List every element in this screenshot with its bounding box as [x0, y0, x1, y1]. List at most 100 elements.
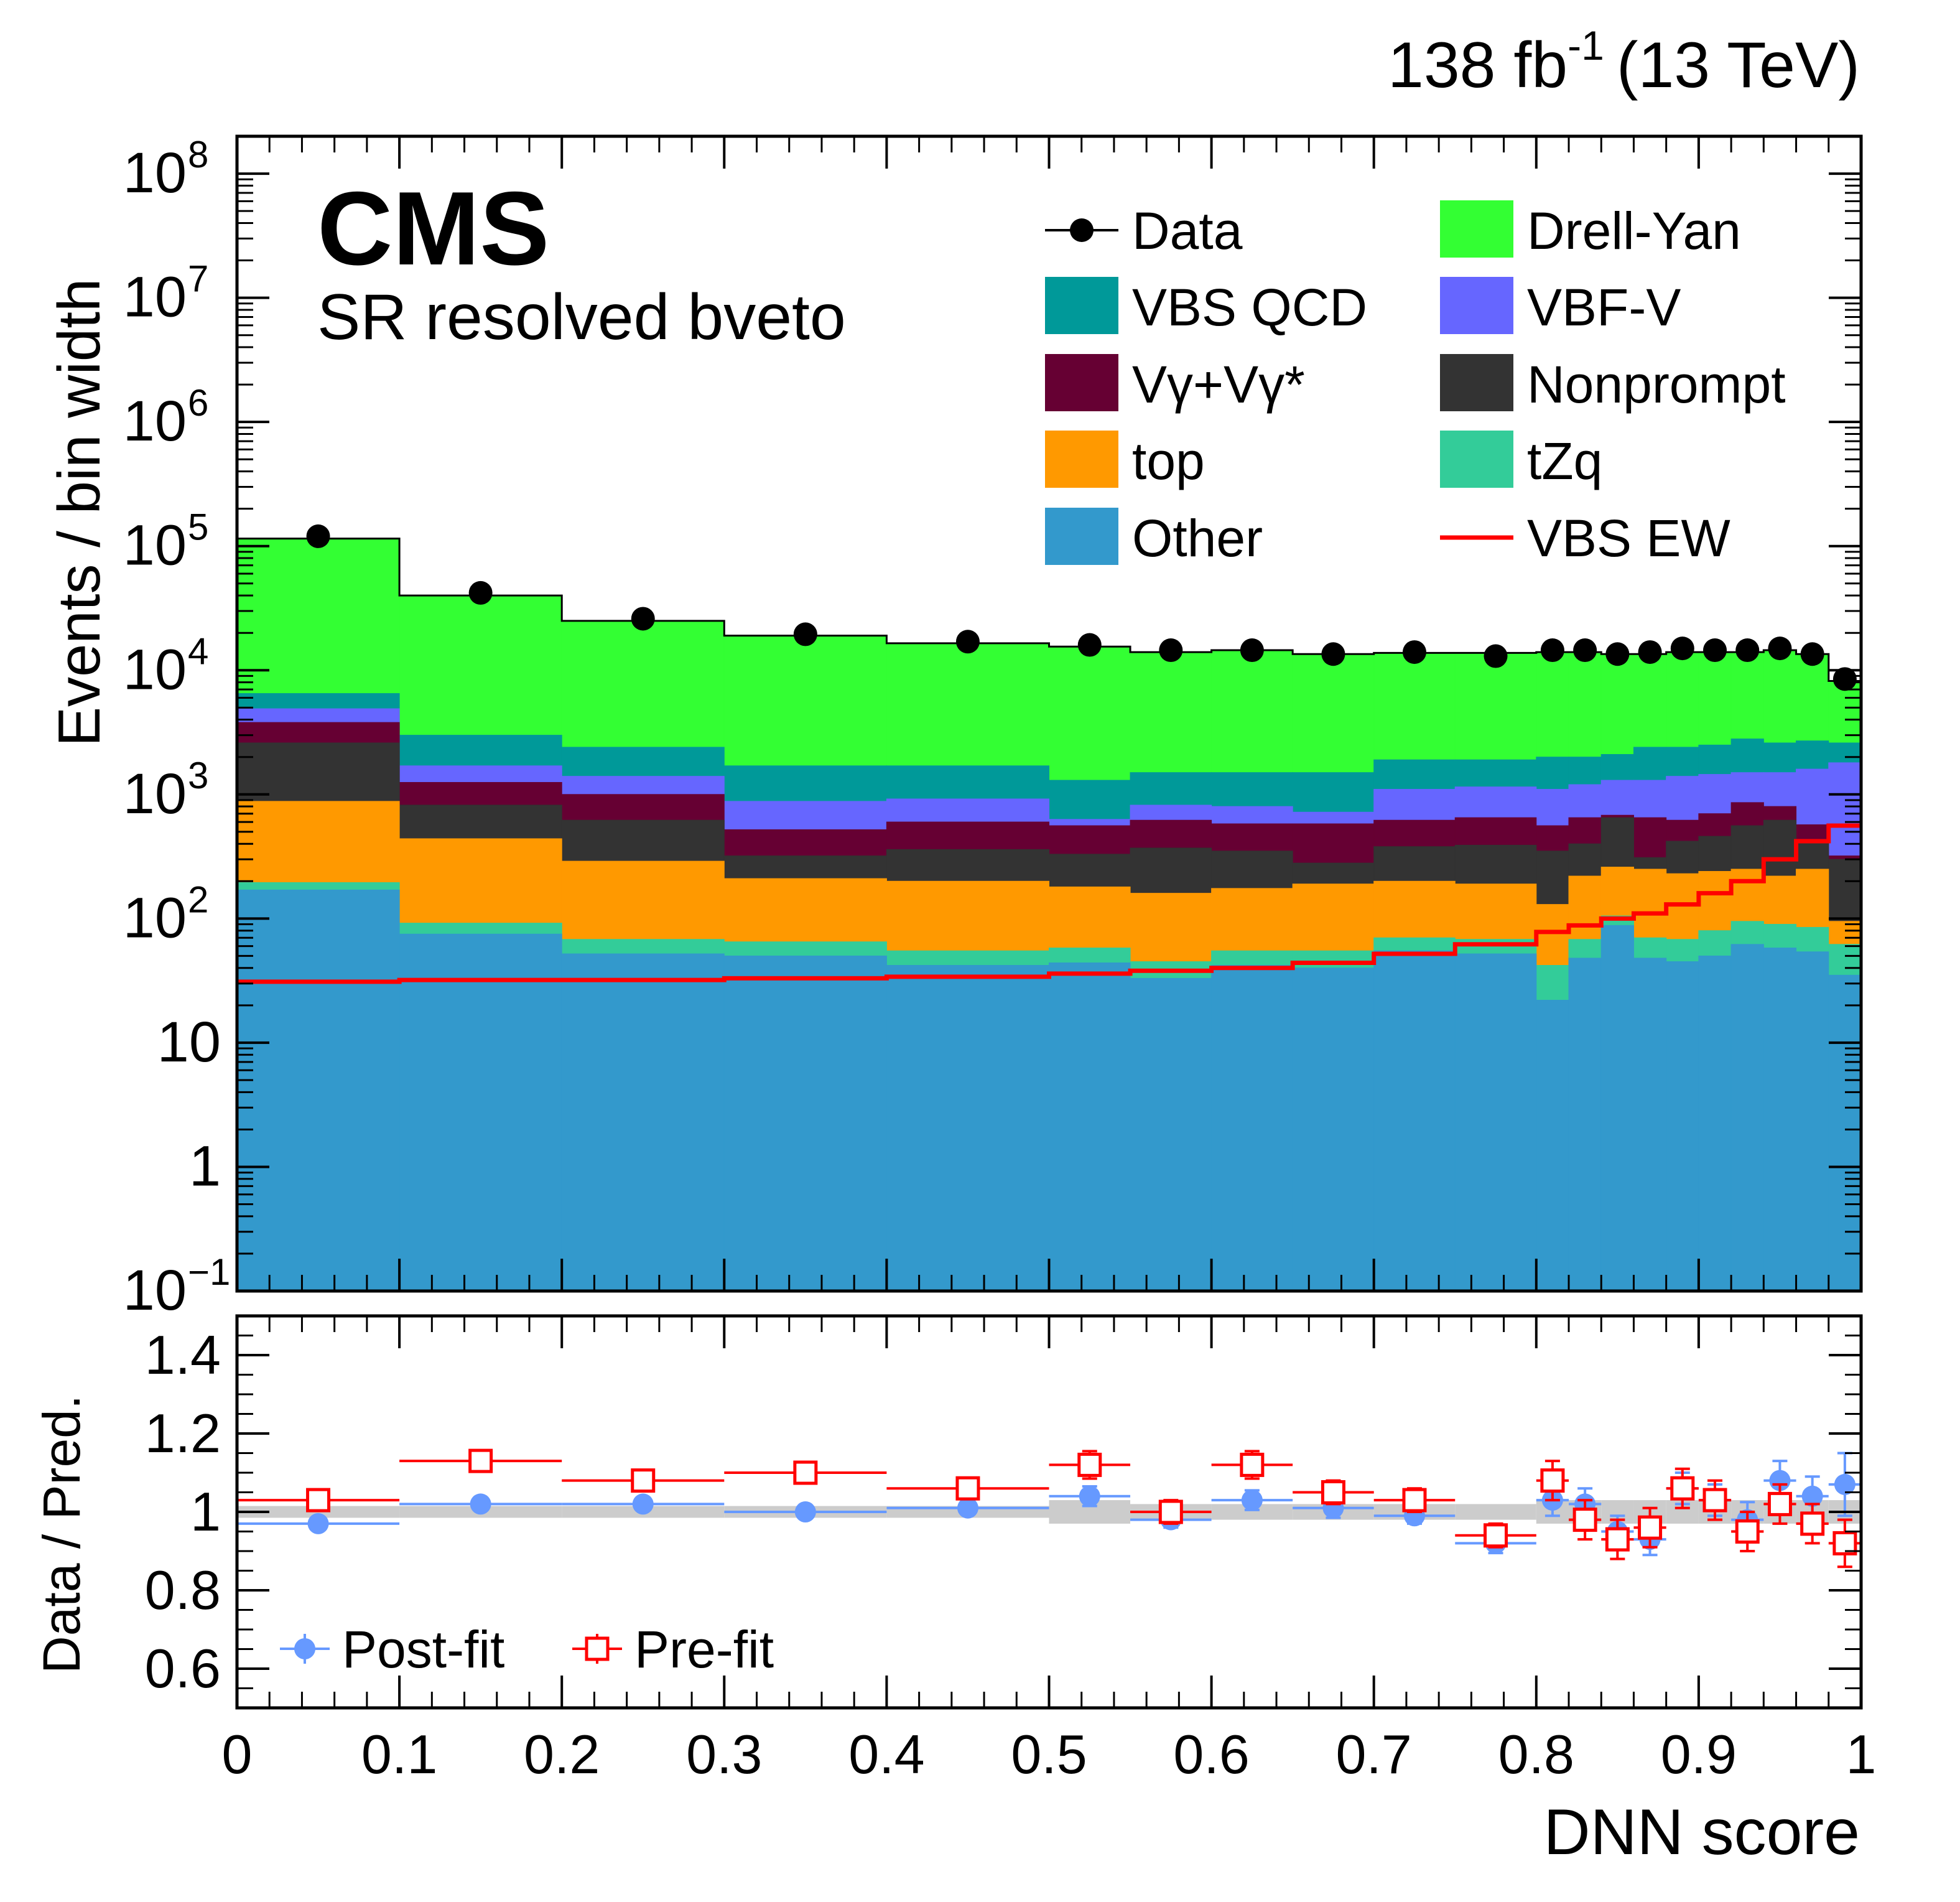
pre-fit-point	[1211, 1450, 1293, 1480]
y-tick-exponent: 5	[188, 506, 208, 548]
post-fit-point	[886, 1497, 1049, 1519]
data-point	[1670, 636, 1694, 661]
legend-item-top: top	[1045, 431, 1205, 490]
x-axis-title: DNN score	[1543, 1796, 1860, 1868]
y-tick-label: 10	[123, 389, 187, 453]
x-tick-label: 0.2	[524, 1723, 600, 1785]
y-tick-exponent: 2	[188, 879, 208, 920]
pre-fit-point	[1569, 1499, 1602, 1541]
data-point	[1832, 667, 1857, 691]
stack-bar-other-bin-0	[236, 889, 400, 1292]
legend-label: tZq	[1527, 432, 1602, 490]
stack-bar-other-bin-14	[1633, 958, 1667, 1292]
post-fit-marker	[794, 1501, 816, 1522]
data-point	[793, 622, 817, 646]
pre-fit-point	[1536, 1460, 1569, 1502]
x-tick-label: 0.5	[1011, 1723, 1087, 1785]
data-point	[1077, 633, 1102, 657]
data-point	[1484, 644, 1508, 668]
region-label: SR resolved bveto	[317, 281, 846, 353]
ratio-legend-item-post-fit: Post-fit	[280, 1620, 504, 1679]
stack-bar-other-bin-3	[723, 955, 887, 1292]
pre-fit-marker	[793, 1460, 818, 1485]
legend-label: Vγ+Vγ*	[1132, 355, 1305, 414]
ratio-panel-ticks: 0.6 0.8 1 1.2 1.4 0 0.1 0.2 0.3 0.4 0.5 0.6 0.7 0.8 0.…	[145, 1315, 1876, 1785]
data-point	[631, 607, 655, 631]
post-fit-point	[724, 1501, 887, 1522]
stack-bar-other-bin-4	[886, 965, 1050, 1292]
pre-fit-marker	[1158, 1499, 1183, 1524]
data-point	[1703, 638, 1727, 663]
y-tick-label: 10	[123, 141, 187, 205]
pre-fit-point	[1731, 1511, 1764, 1552]
ratio-legend: Post-fit Pre-fit	[280, 1620, 774, 1679]
legend-label: Data	[1132, 202, 1243, 260]
data-point	[306, 524, 330, 548]
pre-fit-point	[1698, 1479, 1732, 1521]
pre-fit-marker	[1077, 1452, 1102, 1477]
y-tick-label: 10	[123, 514, 187, 577]
pre-fit-marker	[1670, 1476, 1695, 1501]
lumi-exponent: -1	[1568, 22, 1604, 68]
y-tick-label: 10	[157, 1010, 221, 1074]
post-fit-point	[1049, 1485, 1131, 1508]
x-tick-label: 0.9	[1661, 1723, 1737, 1785]
legend-label: top	[1132, 432, 1205, 490]
ratio-legend-label: Post-fit	[342, 1620, 504, 1679]
y-tick-label: 1	[189, 1134, 221, 1198]
pre-fit-point	[1796, 1503, 1829, 1545]
ratio-y-tick-label: 0.8	[145, 1559, 221, 1621]
data-point	[1573, 638, 1597, 663]
x-tick-label: 0.4	[848, 1723, 924, 1785]
post-fit-point	[399, 1493, 562, 1515]
y-tick-exponent: 7	[188, 258, 208, 300]
pre-fit-point	[1130, 1499, 1212, 1525]
legend-item-nonprompt: Nonprompt	[1440, 354, 1786, 414]
ratio-points	[237, 1448, 1861, 1569]
vbs-ew-overlay	[237, 823, 1861, 984]
legend-swatch	[1045, 354, 1118, 411]
post-fit-point	[1211, 1489, 1293, 1511]
data-point	[1768, 636, 1792, 661]
y-axis-title-ratio: Data / Pred.	[32, 1395, 91, 1674]
data-point	[1321, 642, 1345, 666]
stacked-backgrounds	[236, 538, 1862, 1292]
vbs-ew-line	[237, 823, 1861, 984]
y-tick-label: 10	[123, 762, 187, 826]
data-point	[1735, 638, 1760, 663]
legend-item-drell-yan: Drell-Yan	[1440, 200, 1741, 260]
legend-swatch	[1045, 277, 1118, 334]
post-fit-marker	[1801, 1485, 1823, 1507]
legend-item-v-v: Vγ+Vγ*	[1045, 354, 1305, 414]
pre-fit-point	[1633, 1506, 1666, 1549]
stack-bar-other-bin-19	[1796, 951, 1829, 1292]
pre-fit-point	[1455, 1522, 1536, 1549]
y-tick-exponent: 4	[188, 630, 208, 672]
legend-item-data: Data	[1045, 202, 1243, 260]
y-tick-label: 10	[123, 1259, 187, 1322]
pre-fit-marker	[1800, 1511, 1825, 1536]
total-prediction-outline	[237, 538, 1861, 682]
y-tick-label: 10	[123, 266, 187, 329]
x-tick-label: 0.8	[1498, 1723, 1574, 1785]
legend-swatch	[1045, 431, 1118, 488]
stack-bar-other-bin-13	[1600, 925, 1634, 1292]
pre-fit-point	[1601, 1518, 1634, 1560]
data-point	[468, 580, 493, 605]
stack-bar-other-bin-1	[399, 933, 562, 1292]
pre-fit-marker	[1402, 1488, 1427, 1513]
post-fit-marker	[957, 1497, 978, 1519]
stack-bar-other-bin-12	[1568, 958, 1602, 1292]
y-tick-label: 10	[123, 886, 187, 949]
post-fit-point	[1763, 1460, 1796, 1502]
stack-bar-other-bin-8	[1292, 967, 1375, 1292]
legend-label: Drell-Yan	[1527, 202, 1741, 260]
pre-fit-point	[1828, 1518, 1861, 1569]
ratio-y-tick-label: 1	[190, 1481, 221, 1542]
stack-bar-other-bin-11	[1536, 1000, 1569, 1292]
ratio-legend-item-pre-fit: Pre-fit	[572, 1620, 774, 1679]
legend-item-tzq: tZq	[1440, 431, 1602, 490]
post-fit-marker	[1769, 1470, 1791, 1491]
